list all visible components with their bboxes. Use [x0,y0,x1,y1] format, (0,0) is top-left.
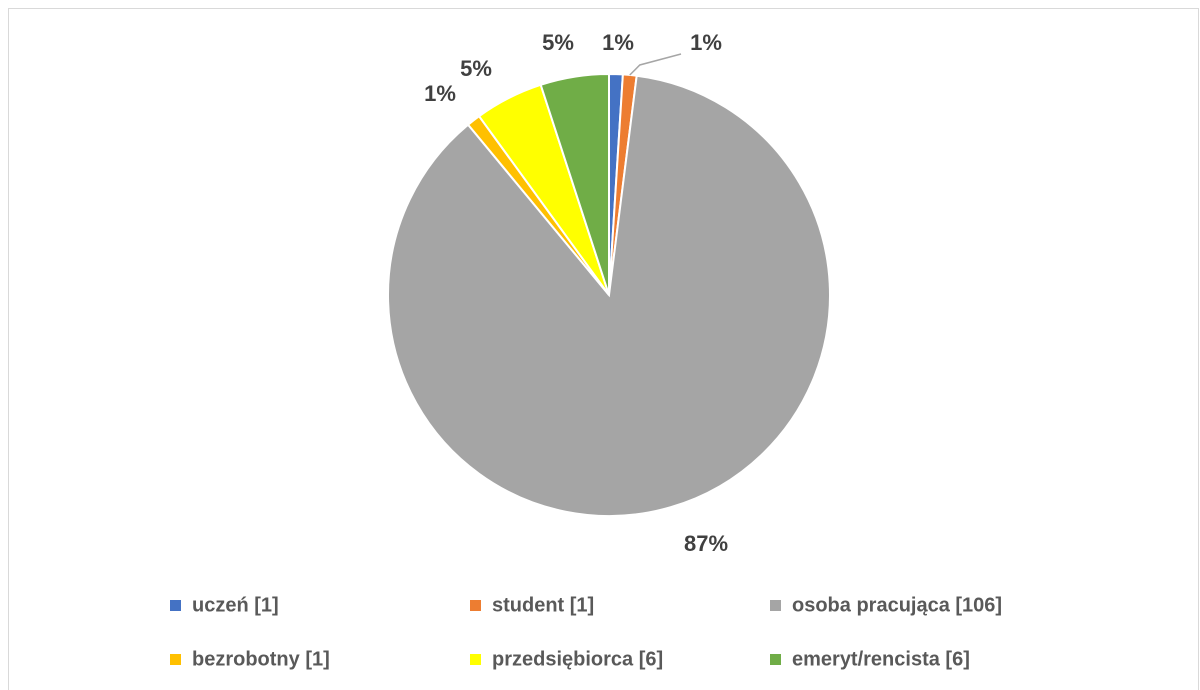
legend-swatch [170,600,181,611]
legend-swatch [470,600,481,611]
leader-line [629,53,682,76]
legend-swatch [470,654,481,665]
data-label: 1% [690,30,722,55]
pie-slice [387,74,831,517]
data-label: 5% [460,56,492,81]
legend-label: student [1] [492,594,594,616]
legend-swatch [170,654,181,665]
legend-swatch [770,654,781,665]
legend-label: uczeń [1] [192,594,279,616]
legend-label: bezrobotny [1] [192,648,330,670]
legend-label: przedsiębiorca [6] [492,648,663,670]
legend-label: osoba pracująca [106] [792,594,1002,616]
data-label: 87% [684,531,728,556]
legend-swatch [770,600,781,611]
pie-slice [539,72,610,296]
data-label: 1% [602,30,634,55]
data-label: 1% [424,81,456,106]
data-label: 5% [542,30,574,55]
legend-label: emeryt/rencista [6] [792,648,970,670]
